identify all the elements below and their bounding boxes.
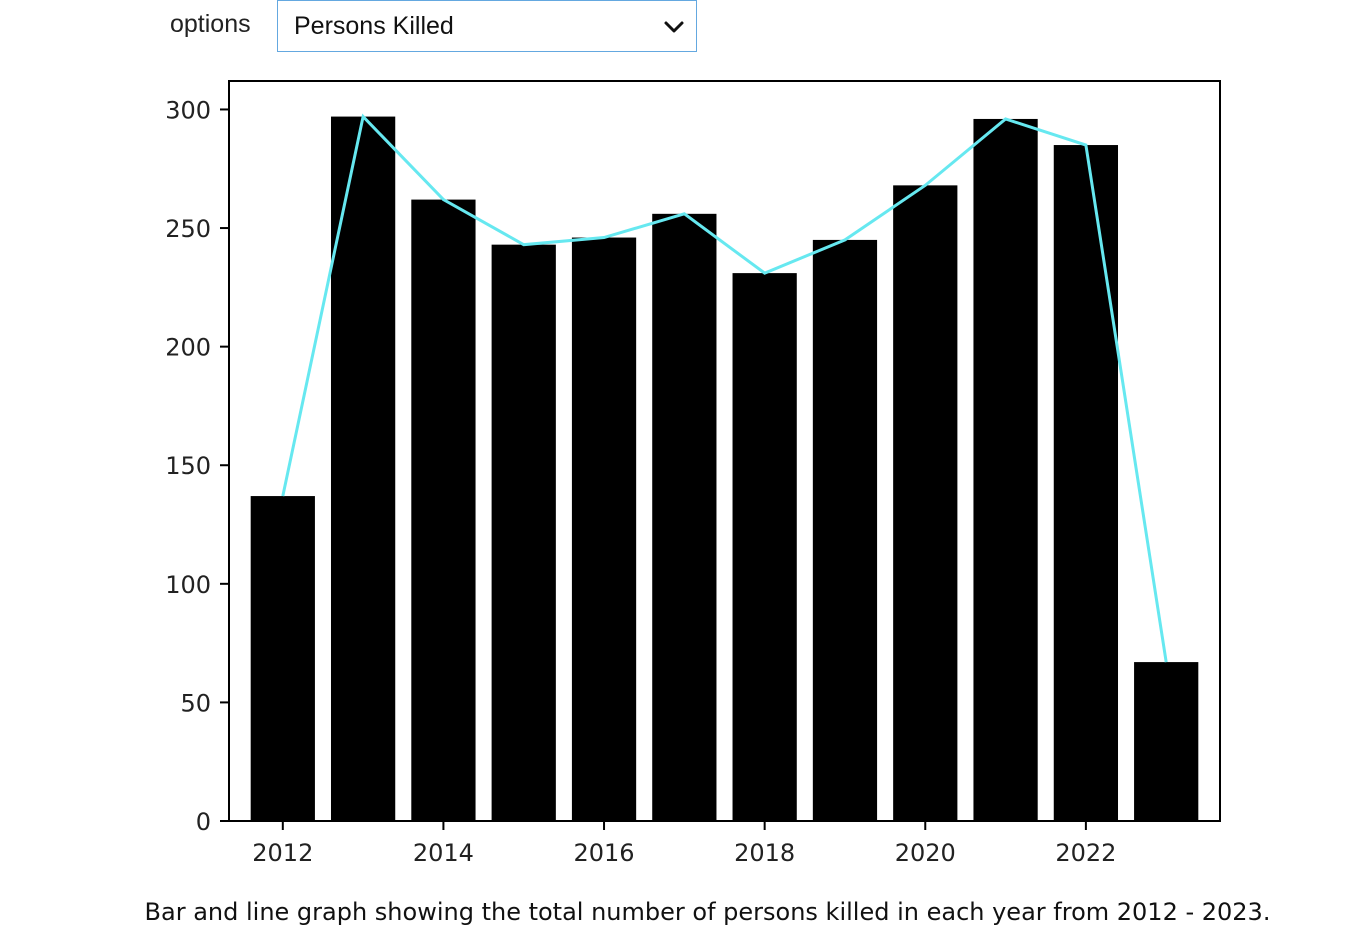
x-tick-label: 2014	[413, 839, 474, 867]
chevron-down-icon	[664, 21, 684, 33]
bar-2019	[812, 239, 878, 821]
x-tick-label: 2012	[252, 839, 313, 867]
bar-2023	[1134, 662, 1199, 821]
y-tick-label: 100	[165, 571, 211, 599]
y-tick-label: 300	[165, 96, 211, 124]
x-tick-label: 2018	[734, 839, 795, 867]
bar-2013	[330, 116, 396, 822]
bar-2014	[411, 199, 476, 822]
bar-2012	[250, 496, 315, 821]
line-series	[281, 113, 1168, 663]
chart-caption: Bar and line graph showing the total num…	[144, 898, 1271, 926]
y-tick-label: 150	[165, 452, 211, 480]
y-tick-label: 200	[165, 334, 211, 362]
bar-2017	[652, 213, 717, 822]
bar-2018	[732, 273, 797, 822]
y-tick-label: 50	[180, 689, 211, 717]
x-tick-label: 2020	[895, 839, 956, 867]
x-tick-label: 2022	[1055, 839, 1116, 867]
bar-2016	[571, 237, 637, 822]
y-tick-label: 0	[196, 808, 211, 836]
bar-2022	[1053, 145, 1119, 822]
axes: 0 50 100 150 200 250 300 2012 2014 2016 2018 2020 20…	[165, 80, 1221, 867]
dropdown-selected-value: Persons Killed	[294, 12, 454, 40]
bar-2020	[893, 185, 958, 821]
options-label: options	[170, 10, 251, 38]
y-tick-label: 250	[165, 215, 211, 243]
options-dropdown[interactable]: Persons Killed	[277, 0, 697, 52]
bar-2015	[491, 244, 556, 822]
bar-line-chart: 0 50 100 150 200 250 300 2012 2014 2016 2018 2020 20…	[165, 80, 1221, 867]
x-tick-label: 2016	[573, 839, 634, 867]
options-control: options Persons Killed	[0, 0, 1360, 56]
bar-series	[250, 116, 1199, 822]
plot-frame	[228, 80, 1221, 822]
bar-2021	[973, 118, 1038, 821]
trend-line	[281, 113, 1168, 663]
